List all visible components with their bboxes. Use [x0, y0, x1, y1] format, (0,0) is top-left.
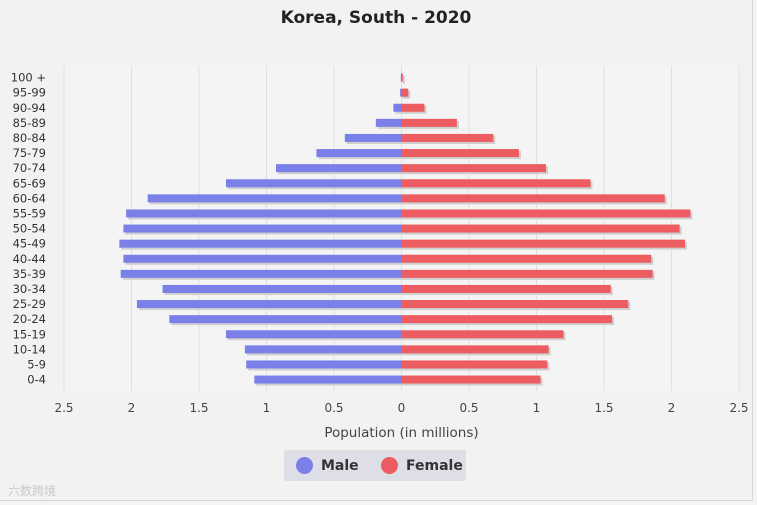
y-category-label: 60-64	[13, 191, 46, 205]
bar-male	[316, 149, 402, 158]
bar-female	[401, 73, 403, 82]
x-tick-label: 2.5	[54, 401, 73, 415]
bar-female	[401, 88, 409, 97]
bar-male	[244, 345, 402, 354]
y-category-label: 40-44	[13, 252, 46, 266]
x-tick-label: 0.5	[324, 401, 343, 415]
bar-female	[401, 330, 564, 339]
x-axis-title: Population (in millions)	[324, 425, 478, 441]
y-category-label: 10-14	[13, 342, 46, 356]
y-category-label: 35-39	[13, 267, 46, 281]
y-category-label: 0-4	[27, 373, 46, 387]
y-category-label: 65-69	[13, 176, 46, 190]
x-tick-label: 0.5	[459, 401, 478, 415]
x-tick-label: 2	[128, 401, 136, 415]
y-category-label: 50-54	[13, 222, 46, 236]
watermark-text: 六数跨境	[8, 484, 57, 498]
x-tick-label: 1	[263, 401, 271, 415]
y-category-label: 95-99	[13, 86, 46, 100]
bar-male	[246, 360, 402, 369]
bar-male	[254, 375, 402, 384]
y-category-label: 15-19	[13, 327, 46, 341]
bar-female	[401, 315, 613, 324]
bar-male	[169, 315, 402, 324]
y-category-label: 85-89	[13, 116, 46, 130]
bar-female	[401, 345, 549, 354]
y-category-label: 20-24	[13, 312, 46, 326]
bar-male	[147, 194, 402, 203]
bar-male	[126, 209, 402, 218]
bar-male	[120, 269, 402, 278]
x-tick-label: 0	[398, 401, 406, 415]
y-category-label: 70-74	[13, 161, 46, 175]
bar-female	[401, 118, 457, 127]
bar-female	[401, 375, 541, 384]
y-category-label: 30-34	[13, 282, 46, 296]
bar-female	[401, 179, 591, 188]
bar-female	[401, 269, 653, 278]
y-category-label: 45-49	[13, 237, 46, 251]
legend-label-male: Male	[321, 457, 359, 474]
bar-male	[344, 133, 402, 142]
x-tick-label: 1	[533, 401, 541, 415]
bar-female	[401, 133, 494, 142]
bar-female	[401, 224, 680, 233]
y-category-label: 90-94	[13, 101, 46, 115]
bar-male	[123, 254, 402, 263]
chart-legend: Male Female	[284, 450, 466, 481]
bar-shadow	[403, 75, 405, 84]
bar-male	[400, 88, 402, 97]
bar-female	[401, 239, 685, 248]
legend-marker-male	[296, 457, 313, 474]
bar-female	[401, 209, 691, 218]
y-category-label: 55-59	[13, 206, 46, 220]
bar-male	[226, 330, 402, 339]
bar-female	[401, 194, 665, 203]
bar-shadow	[402, 75, 404, 84]
bar-male	[275, 164, 402, 173]
bar-female	[401, 254, 652, 263]
bar-male	[119, 239, 402, 248]
bar-male	[393, 103, 402, 112]
y-category-label: 100 +	[11, 71, 46, 85]
legend-label-female: Female	[406, 457, 463, 474]
x-tick-label: 1.5	[594, 401, 613, 415]
y-category-label: 80-84	[13, 131, 46, 145]
bar-male	[375, 118, 402, 127]
y-category-label: 25-29	[13, 297, 46, 311]
bar-female	[401, 284, 611, 293]
x-tick-label: 2.5	[729, 401, 748, 415]
chart-title: Korea, South - 2020	[280, 8, 472, 28]
bar-male	[226, 179, 402, 188]
bar-male	[136, 300, 402, 309]
y-category-label: 5-9	[27, 357, 46, 371]
legend-item-male[interactable]: Male	[296, 457, 359, 474]
legend-marker-female	[381, 457, 398, 474]
bar-female	[401, 103, 425, 112]
x-tick-label: 1.5	[189, 401, 208, 415]
bar-female	[401, 149, 519, 158]
bar-male	[162, 284, 402, 293]
bar-male	[123, 224, 402, 233]
x-tick-label: 2	[668, 401, 676, 415]
population-pyramid-chart: 2.5 2 1.5 1 0.5 0 0.5 1 1.5 2 2.5 100 +95-9990-9485…	[11, 66, 749, 441]
bar-female	[401, 164, 546, 173]
bar-female	[401, 360, 548, 369]
bar-female	[401, 300, 629, 309]
legend-item-female[interactable]: Female	[381, 457, 463, 474]
y-category-label: 75-79	[13, 146, 46, 160]
bar-male	[400, 73, 402, 82]
